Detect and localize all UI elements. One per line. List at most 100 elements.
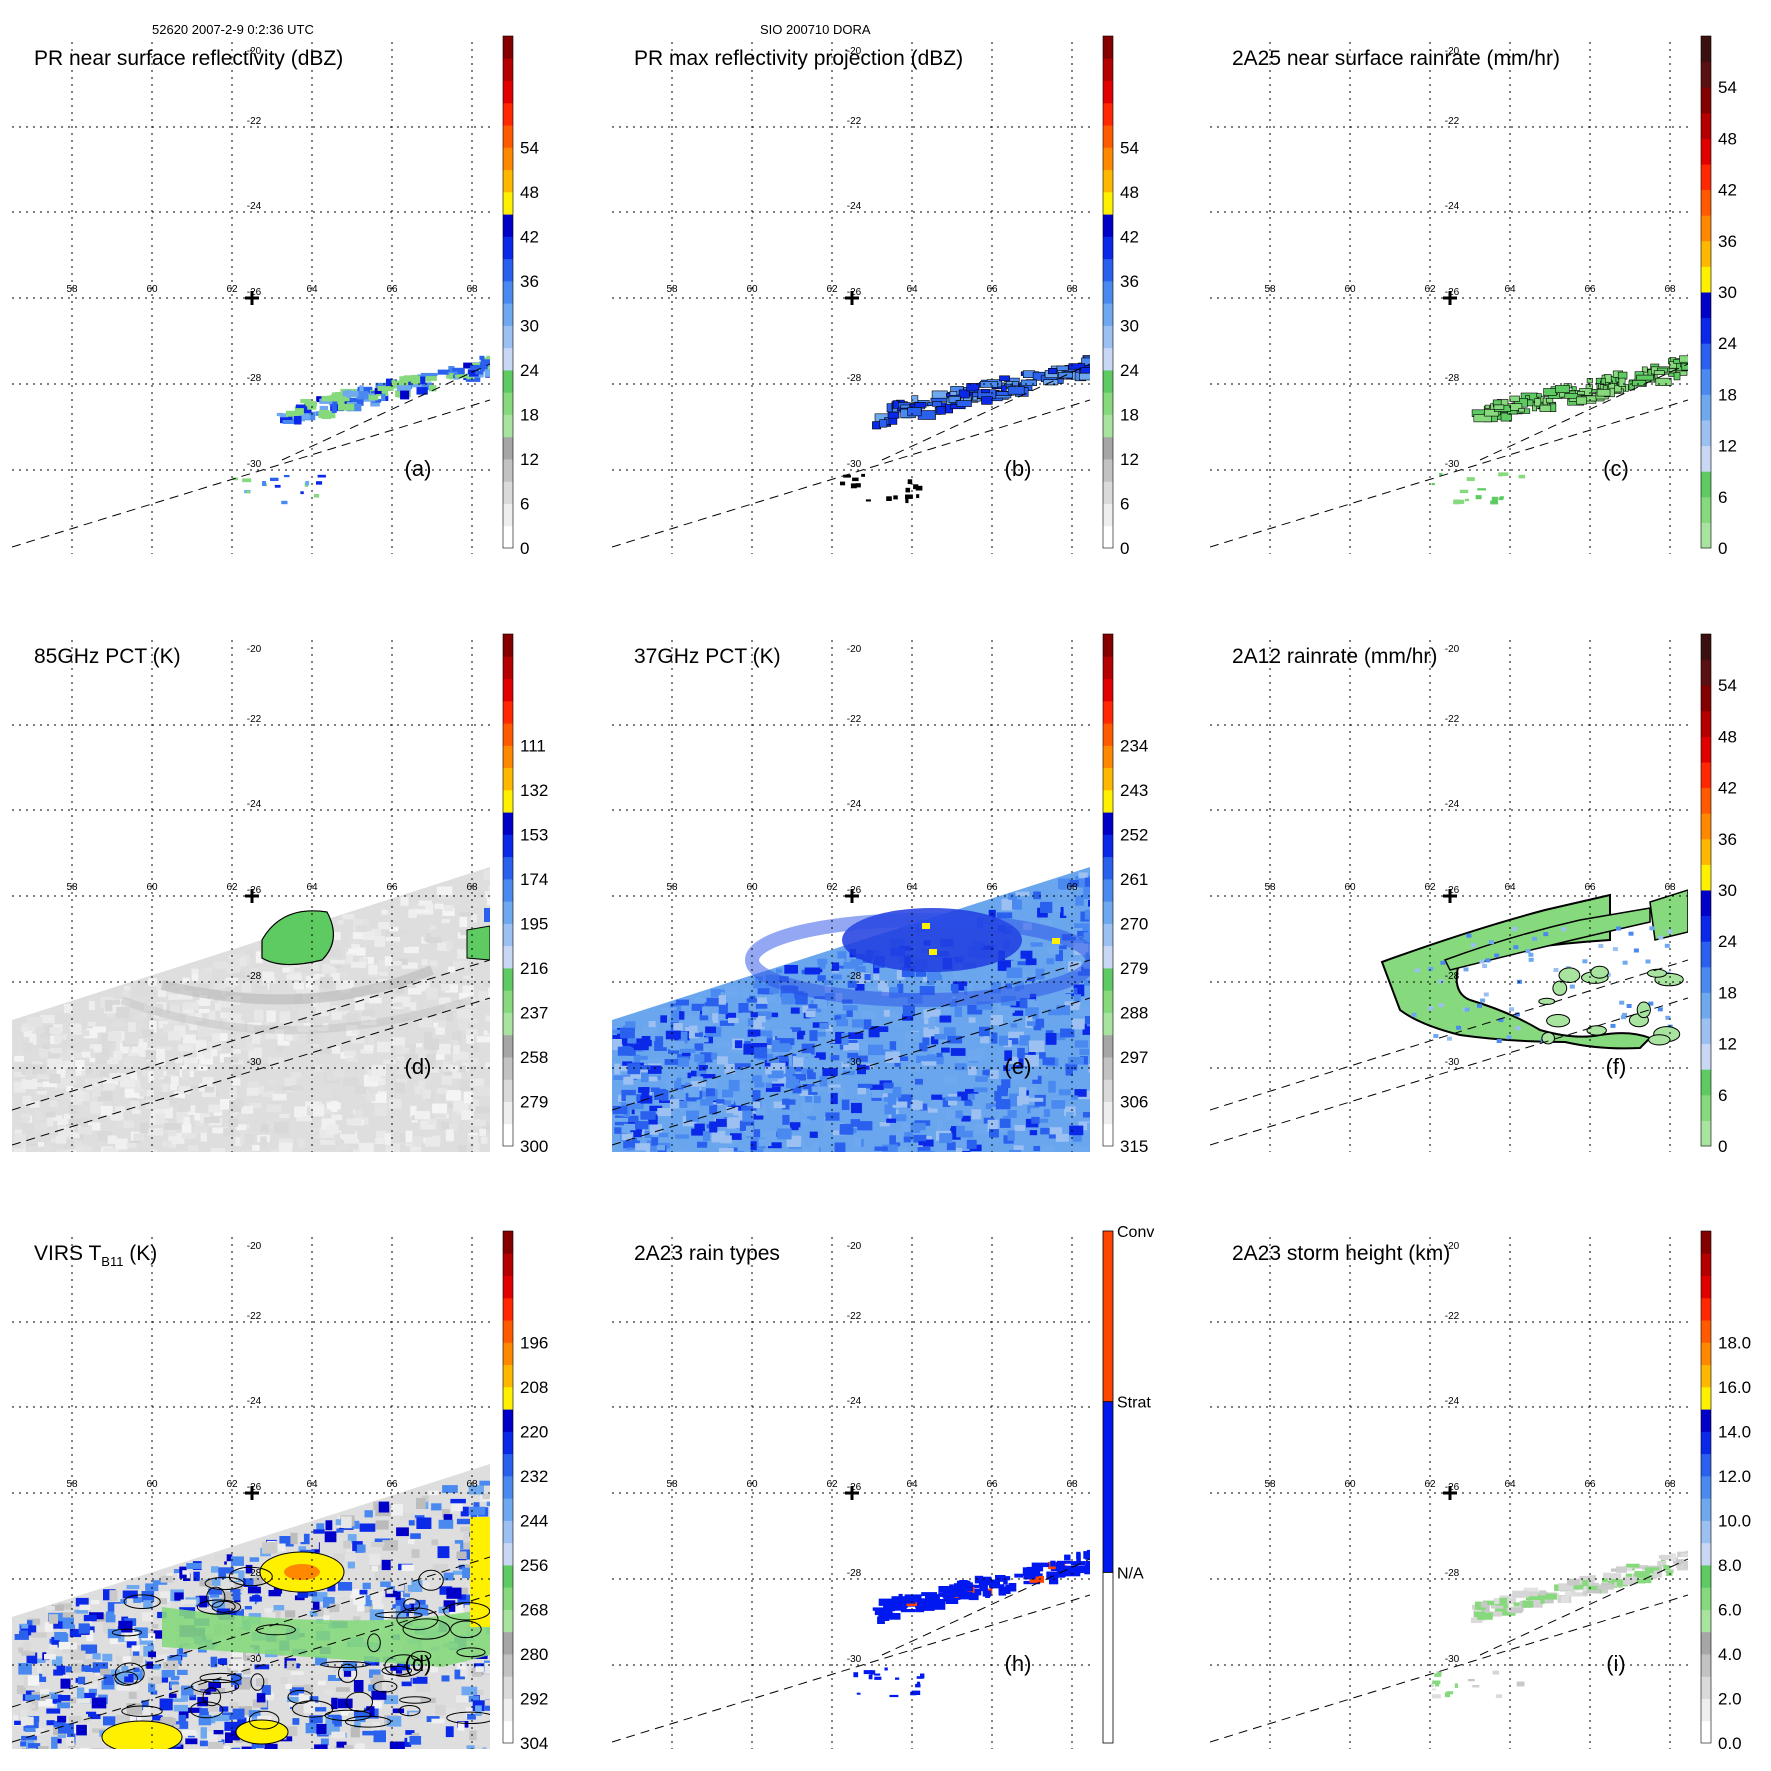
- colorbar-tick-label: 243: [1120, 781, 1148, 800]
- lon-tick-label: 64: [906, 284, 918, 295]
- lon-tick-label: 68: [1066, 882, 1078, 893]
- storm-center-marker: [845, 889, 859, 903]
- lat-tick-label: -30: [1445, 1654, 1460, 1665]
- colorbar-tick-label: 54: [1718, 78, 1737, 97]
- swath-edges: [12, 959, 490, 1146]
- lat-tick-label: -20: [1445, 46, 1460, 57]
- lon-tick-label: 58: [1264, 284, 1276, 295]
- lat-tick-label: -26: [1445, 287, 1460, 298]
- colorbar: 304 292 280 268 256 244 232 220 208 196: [502, 1230, 548, 1753]
- colorbar: N/A Strat Conv: [1102, 1224, 1154, 1744]
- lon-tick-label: 66: [986, 882, 998, 893]
- colorbar-tick-label: 232: [520, 1467, 548, 1486]
- lat-tick-label: -28: [1445, 1568, 1460, 1579]
- orbit-timestamp: 52620 2007-2-9 0:2:36 UTC: [152, 22, 314, 37]
- colorbar-category: Strat: [1117, 1395, 1151, 1412]
- lat-tick-label: -26: [247, 287, 262, 298]
- lat-tick-label: -26: [1445, 1482, 1460, 1493]
- colorbar: 0 6 12 18 24 30 36 42 48 54: [1700, 35, 1737, 558]
- storm-center-marker: [245, 291, 259, 305]
- swath-edges: [12, 363, 490, 548]
- lon-tick-label: 58: [666, 284, 678, 295]
- colorbar-tick-label: 6: [1718, 488, 1727, 507]
- colorbar-tick-label: 42: [1718, 181, 1737, 200]
- lon-tick-label: 62: [826, 284, 838, 295]
- plot-area: [612, 1237, 1090, 1749]
- lat-tick-label: -20: [1445, 644, 1460, 655]
- lat-tick-label: -22: [847, 1311, 862, 1322]
- lon-tick-label: 66: [386, 284, 398, 295]
- colorbar-tick-label: 18: [520, 405, 539, 424]
- colorbar-tick-label: 14.0: [1718, 1422, 1751, 1441]
- lon-tick-label: 60: [1344, 1479, 1356, 1490]
- lon-tick-label: 60: [1344, 284, 1356, 295]
- lat-tick-label: -26: [847, 1482, 862, 1493]
- lon-tick-label: 60: [146, 882, 158, 893]
- swath-edges: [612, 959, 1090, 1146]
- lon-tick-label: 66: [1584, 882, 1596, 893]
- colorbar: 0.0 2.0 4.0 6.0 8.0 10.0 12.0 14.0 16.0 18.0: [1700, 1230, 1751, 1753]
- plot-area: [612, 640, 1090, 1152]
- lat-tick-label: -20: [847, 644, 862, 655]
- colorbar-tick-label: 18.0: [1718, 1333, 1751, 1352]
- colorbar-tick-label: 270: [1120, 914, 1148, 933]
- lon-tick-label: 64: [1504, 882, 1516, 893]
- colorbar-tick-label: 268: [520, 1600, 548, 1619]
- lat-tick-label: -28: [847, 1568, 862, 1579]
- swath-edges: [1210, 1558, 1688, 1743]
- colorbar-tick-label: 16.0: [1718, 1378, 1751, 1397]
- colorbar-tick-label: 42: [1120, 227, 1139, 246]
- storm-center-marker: [1443, 889, 1457, 903]
- lat-tick-label: -26: [847, 287, 862, 298]
- lon-tick-label: 62: [226, 882, 238, 893]
- colorbar-tick-label: 2.0: [1718, 1689, 1742, 1708]
- lon-tick-label: 58: [1264, 1479, 1276, 1490]
- lat-tick-label: -24: [847, 799, 862, 810]
- colorbar-tick-label: 12: [520, 450, 539, 469]
- lat-tick-label: -22: [1445, 1311, 1460, 1322]
- lon-tick-label: 60: [746, 882, 758, 893]
- colorbar-category: N/A: [1117, 1565, 1144, 1582]
- lon-tick-label: 58: [66, 882, 78, 893]
- plot-area: [1210, 42, 1688, 554]
- lon-tick-label: 64: [906, 1479, 918, 1490]
- panel-title: VIRS TB11 (K): [34, 1242, 157, 1269]
- lat-tick-label: -24: [247, 1396, 262, 1407]
- panel-title: PR near surface reflectivity (dBZ): [34, 47, 343, 70]
- swath-edges: [612, 363, 1090, 548]
- panel-title: 85GHz PCT (K): [34, 645, 181, 668]
- lat-tick-label: -24: [847, 1396, 862, 1407]
- colorbar-tick-label: 54: [1120, 138, 1139, 157]
- colorbar-tick-label: 4.0: [1718, 1645, 1742, 1664]
- storm-center-marker: [245, 889, 259, 903]
- colorbar-tick-label: 10.0: [1718, 1511, 1751, 1530]
- lon-tick-label: 68: [466, 882, 478, 893]
- lon-tick-label: 64: [306, 284, 318, 295]
- colorbar-tick-label: 48: [520, 183, 539, 202]
- colorbar-tick-label: 54: [1718, 676, 1737, 695]
- panel-label: (b): [1005, 456, 1032, 481]
- lon-tick-label: 58: [666, 1479, 678, 1490]
- colorbar-tick-label: 30: [520, 316, 539, 335]
- swath-edges: [1210, 363, 1688, 548]
- colorbar-tick-label: 288: [1120, 1003, 1148, 1022]
- lon-tick-label: 66: [986, 284, 998, 295]
- lon-tick-label: 60: [746, 284, 758, 295]
- colorbar-tick-label: 24: [1718, 932, 1737, 951]
- colorbar-tick-label: 18: [1718, 385, 1737, 404]
- lon-tick-label: 58: [1264, 882, 1276, 893]
- lat-tick-label: -26: [1445, 885, 1460, 896]
- colorbar-tick-label: 36: [1718, 830, 1737, 849]
- colorbar-tick-label: 280: [520, 1645, 548, 1664]
- lat-tick-label: -26: [847, 885, 862, 896]
- lon-tick-label: 68: [1066, 284, 1078, 295]
- colorbar-tick-label: 252: [1120, 825, 1148, 844]
- colorbar-tick-label: 8.0: [1718, 1556, 1742, 1575]
- colorbar-tick-label: 279: [520, 1092, 548, 1111]
- lon-tick-label: 64: [306, 1479, 318, 1490]
- lat-tick-label: -20: [1445, 1241, 1460, 1252]
